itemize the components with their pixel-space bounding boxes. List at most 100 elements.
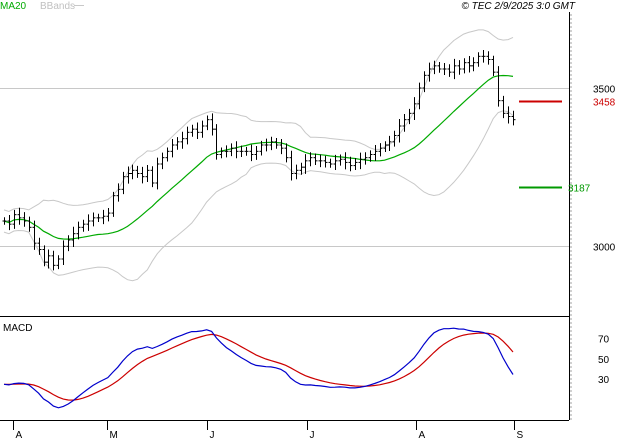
price-bar — [121, 171, 126, 195]
price-bar — [249, 144, 254, 162]
price-bar — [130, 164, 135, 180]
price-bar — [180, 131, 185, 149]
price-bar — [333, 154, 338, 171]
price-bar — [2, 217, 7, 225]
price-bar — [210, 113, 215, 136]
price-bar — [214, 124, 219, 160]
price-bar — [496, 66, 501, 107]
price-bar — [51, 250, 56, 271]
price-bar — [378, 143, 383, 157]
price-bar — [76, 221, 81, 240]
price-bar — [111, 191, 116, 217]
price-bar — [353, 157, 358, 171]
price-bar — [308, 152, 313, 167]
lower-band — [3, 110, 514, 282]
ma20-path — [3, 74, 514, 240]
price-bar — [274, 138, 279, 149]
price-bar — [412, 97, 417, 120]
price-bars — [2, 50, 516, 271]
price-bar — [432, 60, 437, 75]
price-bar — [224, 145, 229, 158]
price-bar — [200, 120, 205, 138]
price-bar — [299, 162, 304, 175]
price-bar — [234, 141, 239, 159]
price-bar — [442, 62, 447, 76]
price-bar — [348, 156, 353, 172]
price-bar — [289, 150, 294, 181]
macd-tick-label: 30 — [598, 375, 610, 386]
price-bar — [135, 165, 140, 178]
price-bar — [427, 62, 432, 82]
price-bar — [126, 166, 131, 184]
price-bar — [467, 56, 472, 73]
price-bar — [279, 138, 284, 155]
price-bar — [358, 152, 363, 170]
price-bar — [56, 255, 61, 270]
price-bar — [46, 249, 51, 269]
price-bar — [150, 166, 155, 188]
x-tick-label: A — [16, 430, 23, 440]
price-bar — [407, 108, 412, 125]
price-scale-hatch — [569, 12, 572, 316]
price-bar — [229, 143, 234, 157]
price-bar — [106, 208, 111, 222]
x-tick-label: M — [110, 430, 118, 440]
macd-title: MACD — [3, 323, 32, 334]
price-bar — [239, 145, 244, 158]
price-bar — [185, 126, 190, 145]
price-bar — [61, 240, 66, 266]
ma20-line — [3, 74, 514, 240]
price-bar — [452, 58, 457, 80]
price-bar — [27, 216, 32, 232]
price-bar — [86, 214, 91, 231]
price-bar — [66, 235, 71, 252]
price-bar — [303, 154, 308, 174]
signal-line — [3, 332, 514, 401]
price-bar — [37, 237, 42, 255]
price-bar — [101, 209, 106, 225]
price-bar — [294, 164, 299, 180]
price-bar — [165, 147, 170, 162]
support-label: 3187 — [568, 184, 591, 195]
price-bar — [140, 166, 145, 184]
price-bar — [269, 136, 274, 151]
price-bar — [447, 64, 452, 77]
price-bar — [501, 95, 506, 119]
price-bar — [471, 57, 476, 72]
x-tick-label: J — [210, 430, 215, 440]
price-bar — [417, 82, 422, 110]
price-bar — [343, 152, 348, 170]
price-bar — [264, 138, 269, 152]
price-bar — [313, 153, 318, 165]
macd-line — [3, 327, 514, 409]
price-tick-label: 3000 — [593, 243, 616, 254]
price-bar — [12, 209, 17, 229]
price-scale-strip — [569, 12, 627, 316]
price-bar — [462, 58, 467, 74]
price-bar — [318, 154, 323, 168]
price-bar — [17, 207, 22, 225]
price-bar — [259, 140, 264, 156]
price-bar — [481, 50, 486, 63]
price-bar — [338, 154, 343, 166]
legend-bbands: BBands — [40, 1, 75, 12]
price-bar — [368, 150, 373, 162]
price-bar — [96, 213, 101, 222]
price-bar — [195, 122, 200, 139]
price-bar — [328, 158, 333, 168]
price-levels: 3458 3187 — [519, 98, 616, 195]
price-bar — [91, 212, 96, 227]
price-bar — [219, 147, 224, 159]
price-bar — [160, 152, 165, 170]
price-bar — [205, 115, 210, 131]
price-bar — [383, 141, 388, 152]
x-tick-label: J — [310, 430, 315, 440]
copyright-text: © TEC 2/9/2025 3:0 GMT — [461, 1, 575, 12]
legend-ma20: MA20 — [0, 1, 27, 12]
macd-tick-label: 70 — [598, 334, 610, 345]
price-bar — [486, 51, 491, 65]
price-bar — [392, 130, 397, 147]
price-bar — [363, 152, 368, 165]
